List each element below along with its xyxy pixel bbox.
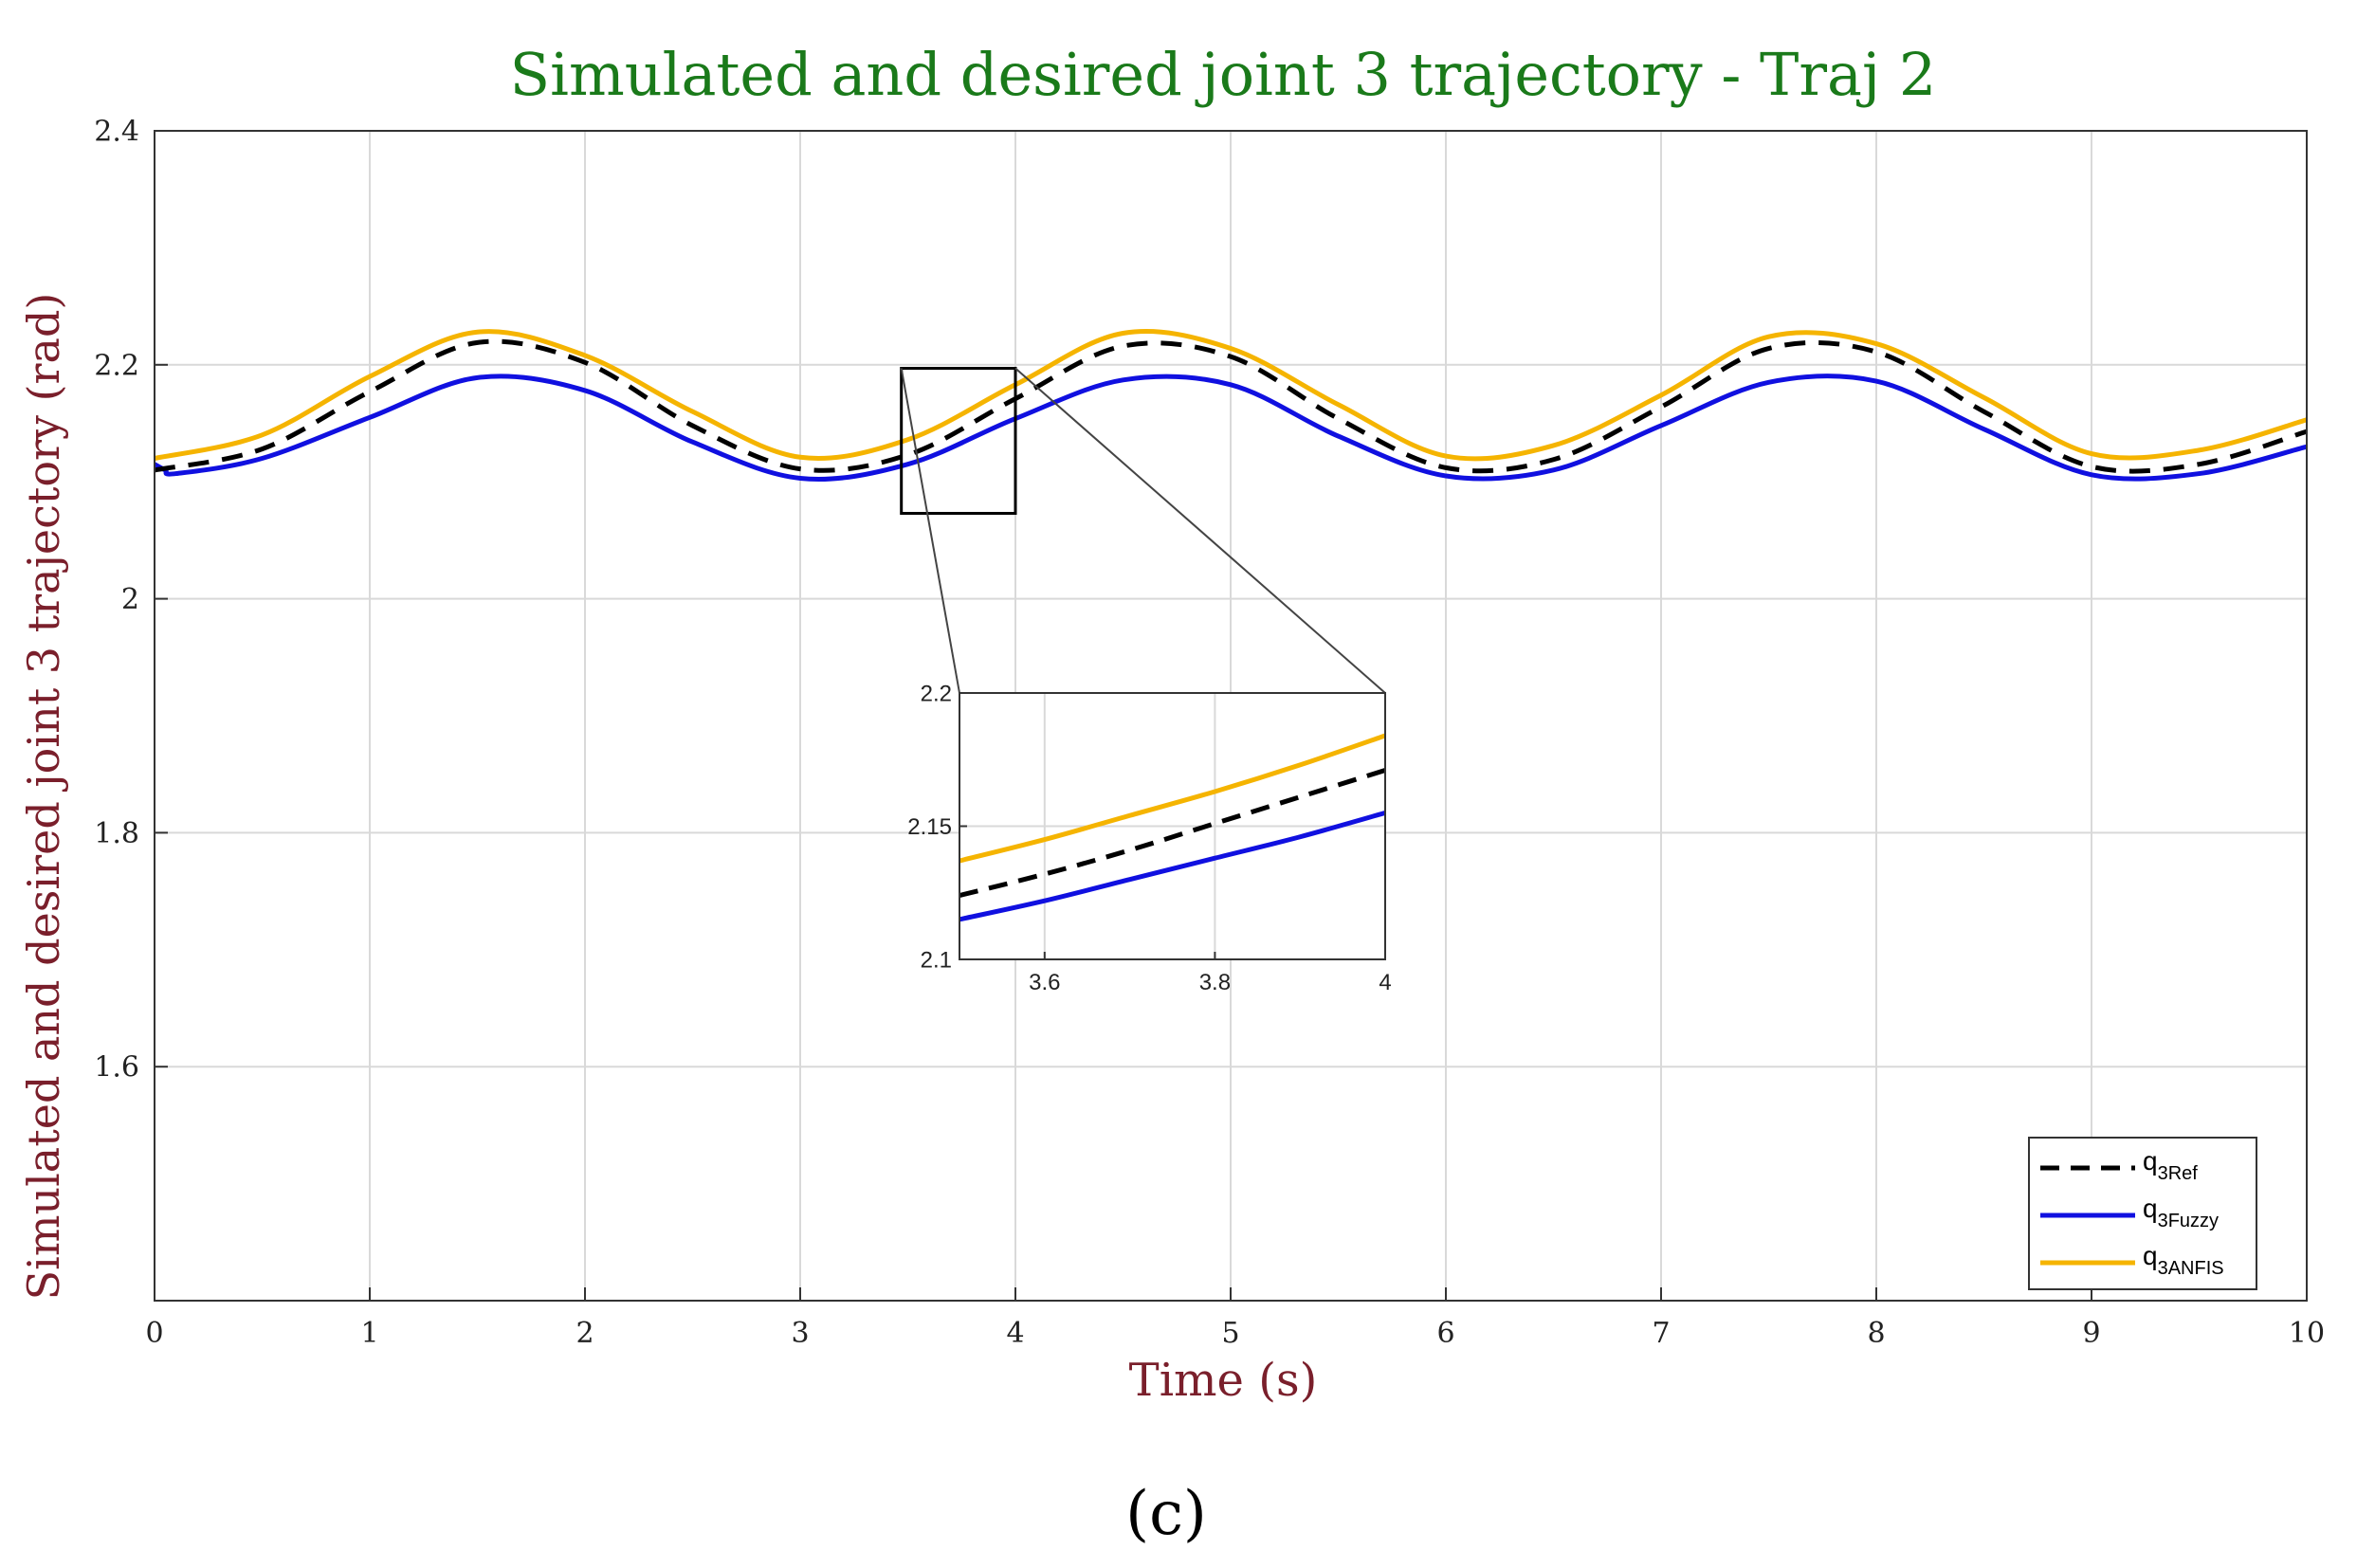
x-tick-label: 3 [791, 1317, 809, 1350]
zoom-rectangle [900, 367, 1017, 516]
y-tick-label: 2.2 [921, 681, 952, 706]
x-tick-label: 10 [2289, 1317, 2325, 1350]
x-tick-label: 7 [1652, 1317, 1670, 1350]
y-tick-label: 2.1 [921, 947, 952, 973]
series-line-q3Ref [155, 338, 2307, 474]
x-tick-label: 8 [1867, 1317, 1885, 1350]
series-line-q3ANFIS [155, 329, 2307, 462]
y-tick-label: 2.2 [94, 349, 139, 382]
plot-frame [154, 130, 2308, 1302]
figure-caption: (c) [1125, 1479, 1207, 1549]
y-tick-label: 1.6 [94, 1051, 139, 1085]
x-tick-label: 5 [1221, 1317, 1239, 1350]
series-line-q3Fuzzy [155, 374, 2307, 482]
x-tick-label: 4 [1379, 970, 1391, 995]
x-tick-label: 4 [1006, 1317, 1024, 1350]
zoom-connector-left [900, 368, 960, 694]
legend-entry-q3Fuzzy: q3Fuzzy [2143, 1194, 2219, 1231]
inset-frame [959, 692, 1386, 960]
x-tick-label: 3.8 [1199, 970, 1231, 995]
y-axis-label: Simulated and desired joint 3 trajectory… [18, 293, 69, 1301]
legend-entry-q3Ref: q3Ref [2143, 1146, 2198, 1184]
y-tick-label: 2 [121, 583, 139, 616]
zoom-connector-right [1014, 367, 1386, 694]
series-line-q3Ref [959, 768, 1385, 898]
series-line-q3ANFIS [959, 733, 1385, 864]
legend-entry-q3ANFIS: q3ANFIS [2143, 1241, 2224, 1279]
x-tick-label: 6 [1436, 1317, 1454, 1350]
chart-title: Simulated and desired joint 3 trajectory… [510, 40, 1937, 109]
y-tick-label: 1.8 [94, 817, 139, 850]
x-axis-label: Time (s) [1129, 1354, 1318, 1407]
y-tick-label: 2.4 [94, 116, 139, 149]
legend: q3Ref q3Fuzzy q3ANFIS [2028, 1137, 2257, 1290]
x-tick-label: 1 [360, 1317, 378, 1350]
x-tick-label: 9 [2082, 1317, 2100, 1350]
x-tick-label: 0 [145, 1317, 163, 1350]
x-tick-label: 3.6 [1029, 970, 1060, 995]
x-tick-label: 2 [575, 1317, 594, 1350]
y-tick-label: 2.15 [907, 814, 952, 840]
series-line-q3Fuzzy [959, 811, 1385, 922]
inset-plot-area: 3.6 3.8 4 2.1 2.15 2.2 [907, 681, 1391, 995]
zoom-indicator [900, 367, 1386, 694]
